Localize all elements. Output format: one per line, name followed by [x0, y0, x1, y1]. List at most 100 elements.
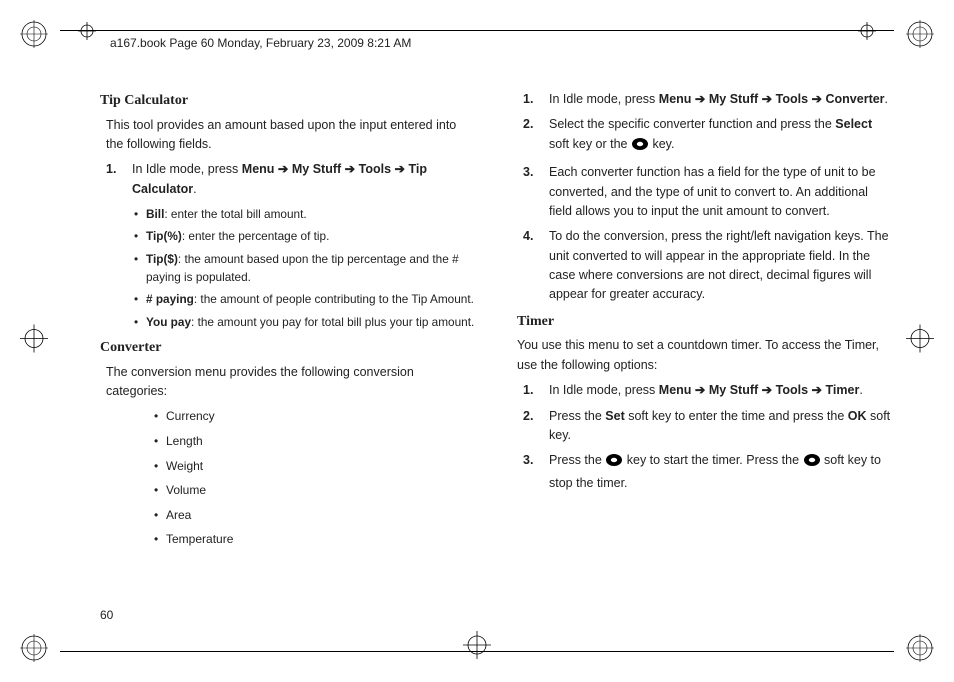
text: In Idle mode, press	[549, 92, 659, 106]
text: .	[885, 92, 888, 106]
tip-calculator-heading: Tip Calculator	[100, 90, 477, 112]
reg-mark-bottom-right	[906, 634, 934, 662]
field-desc: : enter the percentage of tip.	[182, 229, 330, 243]
field-desc: : the amount based upon the tip percenta…	[146, 252, 459, 284]
cat-currency: Currency	[154, 407, 477, 426]
text: soft key or the	[549, 137, 631, 151]
converter-categories: Currency Length Weight Volume Area Tempe…	[154, 407, 477, 549]
field-desc: : the amount you pay for total bill plus…	[191, 315, 474, 329]
cross-mark-header-right	[858, 22, 876, 45]
dest-label: Timer	[826, 383, 860, 397]
cat-length: Length	[154, 432, 477, 451]
tip-fields-list: Bill: enter the total bill amount. Tip(%…	[134, 205, 477, 331]
menu-label: Menu	[659, 92, 692, 106]
border-line-top	[60, 30, 894, 31]
framemaker-header: a167.book Page 60 Monday, February 23, 2…	[110, 36, 411, 50]
step-number: 4.	[523, 227, 549, 305]
arrow-icon: ➔	[812, 383, 822, 397]
reg-mark-bottom-left	[20, 634, 48, 662]
page-number: 60	[100, 608, 113, 622]
arrow-icon: ➔	[395, 162, 405, 176]
tools-label: Tools	[776, 92, 808, 106]
tip-calculator-steps: 1. In Idle mode, press Menu ➔ My Stuff ➔…	[106, 160, 477, 199]
page-root: a167.book Page 60 Monday, February 23, 2…	[0, 0, 954, 682]
field-desc: : the amount of people contributing to t…	[194, 292, 474, 306]
step-body: Select the specific converter function a…	[549, 115, 894, 157]
text: Select the specific converter function a…	[549, 117, 835, 131]
step-body: In Idle mode, press Menu ➔ My Stuff ➔ To…	[132, 160, 477, 199]
arrow-icon: ➔	[345, 162, 355, 176]
cat-weight: Weight	[154, 457, 477, 476]
content-area: Tip Calculator This tool provides an amo…	[100, 90, 894, 612]
timer-step-1: 1. In Idle mode, press Menu ➔ My Stuff ➔…	[523, 381, 894, 400]
mystuff-label: My Stuff	[709, 92, 758, 106]
step-number: 3.	[523, 163, 549, 221]
step-body: Press the key to start the timer. Press …	[549, 451, 894, 493]
set-label: Set	[605, 409, 624, 423]
step-body: In Idle mode, press Menu ➔ My Stuff ➔ To…	[549, 381, 894, 400]
field-label: Tip(%)	[146, 229, 182, 243]
arrow-icon: ➔	[762, 92, 772, 106]
step-body: Each converter function has a field for …	[549, 163, 894, 221]
ok-key-icon	[631, 137, 649, 157]
field-label: Tip($)	[146, 252, 178, 266]
arrow-icon: ➔	[762, 383, 772, 397]
text: In Idle mode, press	[132, 162, 242, 176]
text: .	[193, 182, 196, 196]
text: key.	[649, 137, 674, 151]
text: soft key to enter the time and press the	[625, 409, 848, 423]
conv-step-1: 1. In Idle mode, press Menu ➔ My Stuff ➔…	[523, 90, 894, 109]
step-number: 3.	[523, 451, 549, 493]
left-column: Tip Calculator This tool provides an amo…	[100, 90, 477, 612]
text: .	[859, 383, 862, 397]
step-number: 1.	[523, 381, 549, 400]
conv-step-3: 3. Each converter function has a field f…	[523, 163, 894, 221]
step-number: 2.	[523, 407, 549, 446]
converter-heading: Converter	[100, 337, 477, 359]
dest-label: Converter	[826, 92, 885, 106]
cross-mark-bottom	[463, 631, 491, 664]
cat-volume: Volume	[154, 481, 477, 500]
bullet-you-pay: You pay: the amount you pay for total bi…	[134, 313, 477, 331]
timer-intro: You use this menu to set a countdown tim…	[517, 336, 894, 375]
bullet-bill: Bill: enter the total bill amount.	[134, 205, 477, 223]
mystuff-label: My Stuff	[709, 383, 758, 397]
ok-key-icon	[803, 453, 821, 473]
arrow-icon: ➔	[695, 383, 705, 397]
border-line-bottom	[60, 651, 894, 652]
step-body: In Idle mode, press Menu ➔ My Stuff ➔ To…	[549, 90, 894, 109]
step-number: 2.	[523, 115, 549, 157]
timer-step-3: 3. Press the key to start the timer. Pre…	[523, 451, 894, 493]
field-label: You pay	[146, 315, 191, 329]
step-body: Press the Set soft key to enter the time…	[549, 407, 894, 446]
field-label: # paying	[146, 292, 194, 306]
right-column: 1. In Idle mode, press Menu ➔ My Stuff ➔…	[517, 90, 894, 612]
cat-temperature: Temperature	[154, 530, 477, 549]
cross-mark-header-left	[78, 22, 96, 45]
converter-intro: The conversion menu provides the followi…	[106, 363, 477, 402]
timer-heading: Timer	[517, 311, 894, 333]
ok-key-icon	[605, 453, 623, 473]
select-label: Select	[835, 117, 872, 131]
field-desc: : enter the total bill amount.	[164, 207, 306, 221]
reg-mark-top-right	[906, 20, 934, 48]
tools-label: Tools	[359, 162, 391, 176]
ok-label: OK	[848, 409, 867, 423]
cat-area: Area	[154, 506, 477, 525]
step-number: 1.	[523, 90, 549, 109]
menu-label: Menu	[659, 383, 692, 397]
mystuff-label: My Stuff	[292, 162, 341, 176]
bullet-tip-pct: Tip(%): enter the percentage of tip.	[134, 227, 477, 245]
reg-mark-top-left	[20, 20, 48, 48]
conv-step-2: 2. Select the specific converter functio…	[523, 115, 894, 157]
cross-mark-left	[20, 325, 48, 358]
arrow-icon: ➔	[278, 162, 288, 176]
step-body: To do the conversion, press the right/le…	[549, 227, 894, 305]
tip-step-1: 1. In Idle mode, press Menu ➔ My Stuff ➔…	[106, 160, 477, 199]
bullet-tip-amt: Tip($): the amount based upon the tip pe…	[134, 250, 477, 287]
arrow-icon: ➔	[812, 92, 822, 106]
arrow-icon: ➔	[695, 92, 705, 106]
menu-label: Menu	[242, 162, 275, 176]
timer-step-2: 2. Press the Set soft key to enter the t…	[523, 407, 894, 446]
step-number: 1.	[106, 160, 132, 199]
